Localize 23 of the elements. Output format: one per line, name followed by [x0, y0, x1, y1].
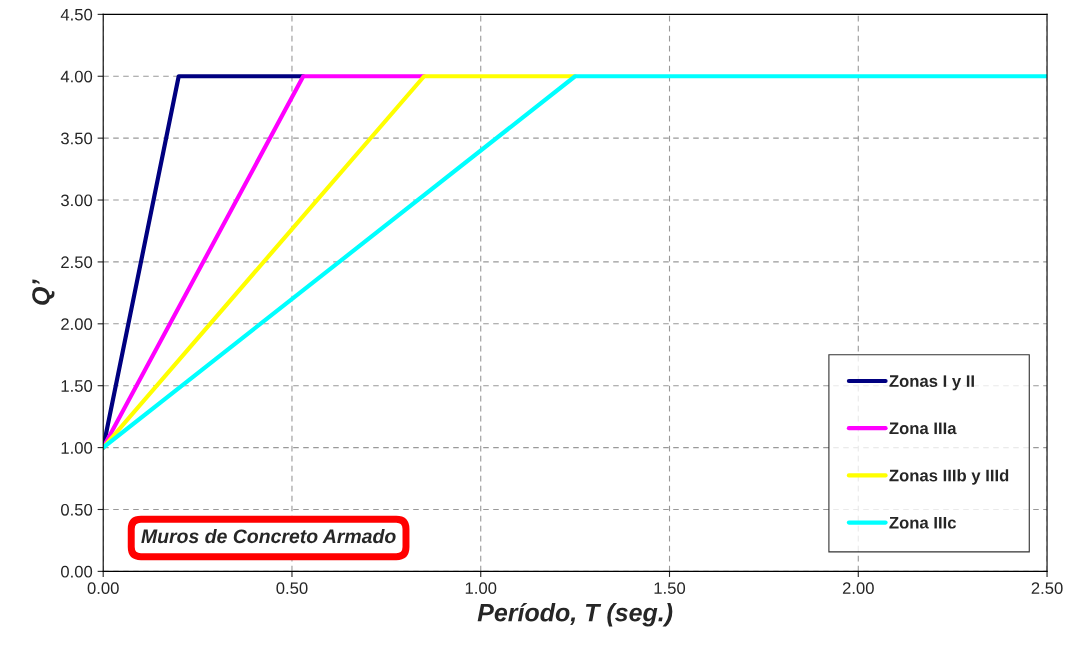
- legend-label: Zonas IIIb y IIId: [889, 469, 1009, 485]
- y-tick-label: 3.00: [60, 194, 93, 207]
- legend-label: Zona IIIc: [889, 516, 957, 529]
- y-tick-label: 1.50: [61, 380, 93, 392]
- y-tick-label: 4.50: [60, 8, 93, 21]
- y-axis-title: Q’: [32, 279, 55, 305]
- x-tick-label: 0.00: [87, 582, 119, 595]
- y-tick-label: 3.50: [60, 132, 93, 145]
- x-axis-title: Período, T (seg.): [477, 602, 673, 627]
- x-tick-label: 2.50: [1031, 582, 1063, 595]
- y-tick-label: 1.00: [61, 442, 93, 454]
- legend-label: Zona IIIa: [889, 422, 957, 435]
- y-tick-label: 4.00: [60, 70, 93, 83]
- y-tick-label: 2.50: [61, 256, 93, 269]
- y-tick-label: 2.00: [61, 318, 93, 331]
- annotation: Muros de Concreto Armado: [141, 528, 396, 544]
- x-tick-label: 1.50: [654, 582, 686, 595]
- legend-label: Zonas I y II: [889, 375, 974, 391]
- x-tick-label: 2.00: [842, 582, 874, 595]
- x-tick-label: 1.00: [465, 582, 497, 595]
- y-tick-label: 0.00: [61, 565, 93, 578]
- x-tick-label: 0.50: [276, 582, 308, 595]
- y-tick-label: 0.50: [61, 503, 93, 516]
